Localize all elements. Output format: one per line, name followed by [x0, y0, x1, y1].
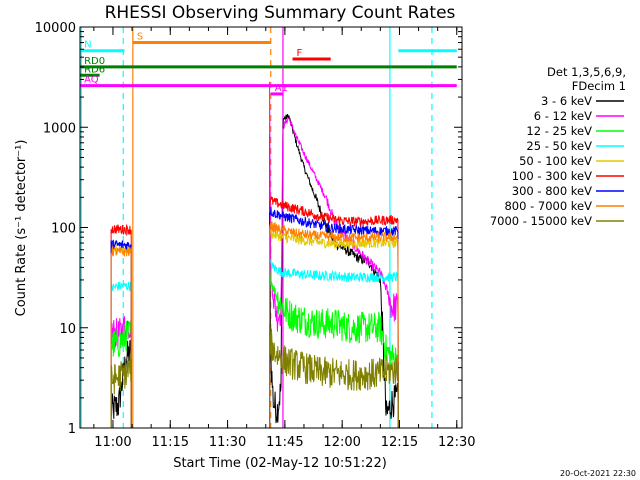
- flag-label: S: [137, 32, 143, 43]
- x-tick-label: 11:30: [209, 435, 246, 450]
- legend-entry-label: 12 - 25 keV: [526, 124, 592, 138]
- legend-entry-label: 100 - 300 keV: [512, 169, 592, 183]
- y-tick-label: 1000: [43, 121, 76, 136]
- series-line-6: [269, 196, 399, 429]
- series-line-1: [110, 340, 132, 429]
- legend-entry-label: 800 - 7000 keV: [504, 199, 592, 213]
- series-line-7: [269, 206, 399, 429]
- y-tick-label: 10000: [35, 21, 76, 36]
- flag-label: AQ: [84, 75, 99, 86]
- y-tick-label: 10: [59, 322, 76, 337]
- legend-header-line: FDecim 1: [572, 79, 626, 93]
- flag-label: A1: [275, 83, 288, 94]
- legend-entry-label: 25 - 50 keV: [526, 139, 592, 153]
- x-tick-label: 12:00: [323, 435, 360, 450]
- x-tick-label: 11:15: [152, 435, 189, 450]
- legend-entry-label: 300 - 800 keV: [512, 184, 592, 198]
- series-line-9: [110, 354, 132, 429]
- x-tick-label: 12:15: [381, 435, 418, 450]
- legend-entry-label: 6 - 12 keV: [534, 109, 592, 123]
- x-axis-label: Start Time (02-May-12 10:51:22): [173, 456, 387, 471]
- y-axis-label: Count Rate (s⁻¹ detector⁻¹): [14, 140, 29, 317]
- legend-header-line: Det 1,3,5,6,9,: [547, 65, 626, 79]
- series-line-8: [269, 221, 399, 429]
- series-line-9: [269, 323, 399, 429]
- flag-label: RD6: [84, 64, 105, 75]
- legend-entry-label: 3 - 6 keV: [541, 94, 592, 108]
- flag-label: RD0: [84, 56, 105, 67]
- series-line-4: [269, 258, 399, 429]
- series-line-5: [269, 228, 399, 429]
- series-line-3: [110, 320, 132, 429]
- legend-entry-label: 50 - 100 keV: [519, 154, 592, 168]
- y-tick-label: 100: [51, 222, 76, 237]
- series-line-4: [110, 281, 132, 429]
- x-tick-label: 11:00: [94, 435, 131, 450]
- y-tick-label: 1: [68, 422, 76, 437]
- legend-entry-label: 7000 - 15000 keV: [490, 214, 592, 228]
- chart-title: RHESSI Observing Summary Count Rates: [105, 3, 456, 23]
- footer-timestamp: 20-Oct-2021 22:30: [560, 469, 636, 478]
- x-tick-label: 12:30: [438, 435, 475, 450]
- series-line-3: [269, 264, 399, 429]
- flag-label: N: [84, 40, 91, 51]
- flag-label: F: [297, 48, 303, 59]
- series-line-6: [110, 223, 132, 429]
- x-tick-label: 11:45: [266, 435, 303, 450]
- series-line-8: [110, 246, 132, 429]
